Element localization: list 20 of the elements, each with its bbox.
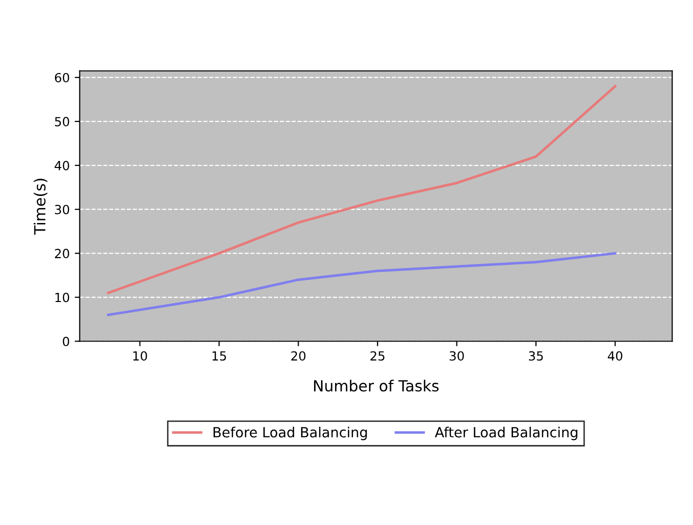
y-tick-label: 10 [55, 292, 70, 302]
y-tick-label: 60 [54, 72, 70, 82]
x-tick-label: 10 [133, 351, 148, 361]
legend-label: Before Load Balancing [214, 426, 367, 440]
y-axis-title: Time(s) [34, 178, 48, 235]
x-axis-title: Number of Tasks [314, 380, 439, 392]
y-tick-label: 50 [55, 116, 70, 126]
y-tick-label: 30 [55, 204, 70, 214]
x-tick-label: 40 [608, 351, 622, 361]
x-tick-label: 15 [212, 351, 226, 361]
x-tick-label: 25 [370, 351, 384, 361]
y-tick-label: 0 [62, 336, 70, 346]
line-series [106, 252, 616, 316]
legend-label: After Load Balancing [434, 426, 578, 440]
y-tick-label: 40 [54, 160, 70, 170]
y-tick-label: 20 [54, 248, 70, 258]
line-series [106, 85, 616, 294]
x-tick-label: 35 [528, 351, 543, 361]
x-tick-label: 30 [450, 351, 464, 361]
x-tick-label: 20 [291, 351, 306, 361]
